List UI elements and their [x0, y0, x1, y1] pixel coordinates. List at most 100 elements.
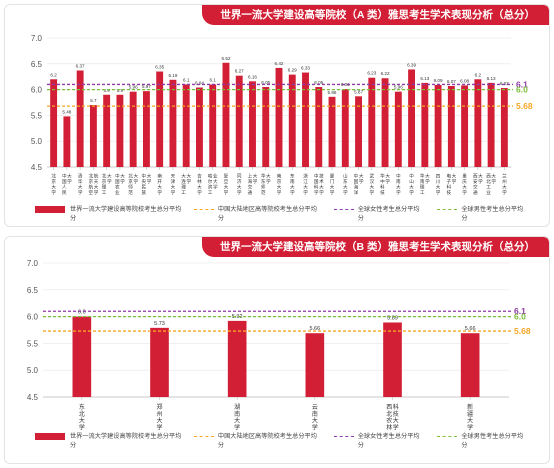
bar: [89, 105, 97, 167]
y-tick-label: 5.0: [31, 137, 43, 146]
y-tick-label: 6.0: [27, 313, 39, 322]
bar-chart-a: 7.0 6.5 6.0 5.5 5.0 4.5 6.2 北京大学 5.48 中国人民大学 6.37 清…: [31, 34, 533, 196]
bar: [305, 333, 325, 397]
bar-value-label: 6.23: [367, 71, 376, 76]
x-tick-label: 清华大学: [78, 173, 83, 195]
bar-value-label: 6.27: [235, 69, 244, 74]
bar: [487, 82, 495, 167]
bar-value-label: 6.04: [195, 81, 204, 86]
y-tick-label: 4.5: [27, 393, 39, 402]
bar: [72, 316, 92, 397]
bar: [103, 94, 111, 167]
x-tick-label: 南开大学: [157, 173, 162, 195]
bar-value-label: 5.96: [394, 85, 403, 90]
x-tick-label: 吉林大学: [197, 174, 202, 195]
bar: [421, 82, 429, 167]
x-tick-label: 山东大学: [343, 173, 348, 195]
legend-label-male: 全球男性考生总分平均分: [461, 433, 524, 449]
legend-swatch-bar: [35, 433, 65, 440]
x-tick-label: 南京大学: [277, 173, 282, 195]
x-tick-label: 东南大学: [290, 173, 295, 195]
bar: [222, 62, 230, 167]
legend-swatch-mainland: [193, 209, 214, 210]
bar: [209, 84, 217, 167]
x-tick-label: 新疆大学: [467, 403, 473, 431]
bar-value-label: 6.16: [248, 74, 257, 79]
bar: [63, 116, 71, 167]
bar-value-label: 6.35: [155, 65, 164, 70]
x-tick-label: 大连理工大学: [181, 173, 191, 195]
legend-b: 世界一流大学建设高等院校考生总分平均分 中国大陆地区高等院校考生总分平均分 全球…: [35, 432, 541, 450]
x-tick-label: 武汉大学: [369, 173, 374, 195]
y-tick-label: 6.5: [31, 60, 43, 69]
x-tick-label: 中山大学: [409, 173, 414, 195]
legend-label-mainland: 中国大陆地区高等院校考生总分平均分: [217, 206, 317, 222]
ref-line-label-male: 6.0: [514, 312, 526, 322]
bar-value-label: 5.86: [328, 90, 337, 95]
bar-value-label: 5.66: [465, 326, 476, 332]
bar-value-label: 5.66: [309, 326, 320, 332]
legend-item-male: 全球男性考生总分平均分: [437, 432, 527, 450]
x-tick-label: 西安交通大学: [473, 173, 483, 196]
bar: [460, 333, 480, 397]
legend-item-female: 全球女性考生总分平均分: [333, 205, 424, 223]
bar: [249, 81, 256, 167]
legend-swatch-male: [437, 209, 458, 210]
x-tick-label: 中国海洋大学: [354, 173, 364, 196]
bar: [328, 96, 336, 167]
x-tick-label: 复旦大学: [224, 173, 229, 195]
bar-value-label: 6.01: [341, 82, 350, 87]
bar-value-label: 6.2: [50, 72, 57, 77]
bar-value-label: 6.37: [76, 64, 85, 69]
bar: [302, 72, 309, 167]
bar-value-label: 6.05: [314, 80, 323, 85]
bar: [381, 78, 389, 167]
x-tick-label: 浙江大学: [303, 173, 308, 195]
y-tick-label: 7.0: [27, 259, 39, 268]
bar-value-label: 6.42: [275, 61, 284, 66]
bar-value-label: 6.2: [475, 72, 482, 77]
legend-item-female: 全球女性考生总分平均分: [333, 432, 424, 450]
bar-value-label: 5.92: [232, 314, 243, 320]
y-tick-label: 6.0: [31, 86, 43, 95]
legend-label-female: 全球女性考生总分平均分: [357, 433, 420, 449]
bar: [129, 91, 137, 167]
bar: [235, 75, 243, 167]
bar: [383, 322, 402, 397]
x-tick-label: 四川大学: [436, 174, 441, 195]
bar-value-label: 6.05: [261, 80, 270, 85]
y-tick-label: 4.5: [31, 163, 43, 172]
x-tick-label: 东北大学: [79, 403, 85, 431]
legend-item-mainland: 中国大陆地区高等院校考生总分平均分: [193, 432, 320, 450]
bar: [474, 79, 482, 167]
x-tick-label: 湖南大学: [234, 403, 240, 431]
legend-swatch-female: [333, 436, 354, 437]
bar-value-label: 5.87: [354, 89, 363, 94]
legend-item-mainland: 中国大陆地区高等院校考生总分平均分: [193, 205, 320, 223]
legend-item-bars: 世界一流大学建设高等院校考生总分平均分: [35, 432, 186, 450]
bar-value-label: 5.89: [387, 315, 398, 321]
x-tick-label: 中国科学技术大学: [314, 173, 324, 195]
bar: [262, 87, 270, 167]
ref-line-label-mainland: 5.68: [516, 101, 533, 111]
bar: [315, 87, 323, 167]
bar: [50, 79, 58, 167]
x-tick-label: 北京航空航天大学: [88, 173, 98, 195]
x-tick-label: 中国农业大学: [115, 173, 125, 195]
x-tick-label: 同济大学: [237, 174, 242, 195]
bar-value-label: 5.73: [154, 321, 165, 327]
bar-value-label: 6.13: [487, 76, 496, 81]
bar: [341, 89, 349, 167]
y-tick-label: 6.5: [27, 286, 39, 295]
legend-swatch-female: [333, 209, 354, 210]
bar-value-label: 6.29: [288, 68, 297, 73]
bar-value-label: 5.7: [90, 98, 97, 103]
bar-value-label: 6.08: [460, 78, 469, 83]
bar: [408, 69, 416, 167]
legend-a: 世界一流大学建设高等院校考生总分平均分 中国大陆地区高等院校考生总分平均分 全球…: [35, 205, 541, 223]
legend-swatch-bar: [35, 206, 65, 213]
x-tick-label: 华东师范大学: [261, 173, 271, 196]
bar: [182, 84, 190, 167]
chart-title-b: 世界一流大学建设高等院校（B 类）雅思考生学术表现分析（总分）: [202, 237, 549, 257]
x-tick-label: 中南大学: [396, 173, 401, 195]
